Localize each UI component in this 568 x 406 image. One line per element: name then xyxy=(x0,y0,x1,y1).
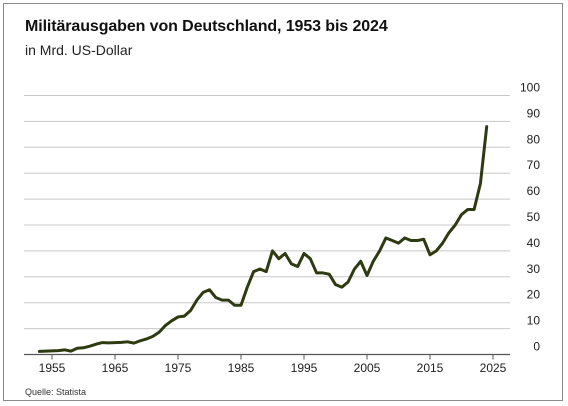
y-tick-label-60: 60 xyxy=(527,184,541,198)
x-tick-label-1965: 1965 xyxy=(102,361,129,375)
x-tick-label-1975: 1975 xyxy=(165,361,192,375)
x-axis xyxy=(24,353,510,360)
y-tick-label-20: 20 xyxy=(527,288,541,302)
x-tick-label-1955: 1955 xyxy=(39,361,66,375)
x-tick-label-1995: 1995 xyxy=(291,361,318,375)
y-tick-label-0: 0 xyxy=(533,340,540,354)
x-tick-label-1985: 1985 xyxy=(228,361,255,375)
y-tick-label-100: 100 xyxy=(520,81,540,95)
x-tick-label-2005: 2005 xyxy=(354,361,381,375)
y-tick-label-70: 70 xyxy=(527,158,541,172)
chart-subtitle: in Mrd. US-Dollar xyxy=(25,42,133,58)
y-tick-label-40: 40 xyxy=(527,236,541,250)
y-tick-label-10: 10 xyxy=(527,314,541,328)
grid-lines xyxy=(24,95,510,330)
x-tick-label-2025: 2025 xyxy=(480,361,507,375)
chart-title: Militärausgaben von Deutschland, 1953 bi… xyxy=(25,18,388,35)
series-line-0 xyxy=(37,125,489,353)
chart-frame: Militärausgaben von Deutschland, 1953 bi… xyxy=(3,3,563,401)
y-tick-label-50: 50 xyxy=(527,210,541,224)
y-tick-label-80: 80 xyxy=(527,132,541,146)
y-tick-label-90: 90 xyxy=(527,106,541,120)
source-note: Quelle: Statista xyxy=(25,387,87,397)
x-tick-label-2015: 2015 xyxy=(417,361,444,375)
y-tick-label-30: 30 xyxy=(527,262,541,276)
y-tick-labels: 0 10 20 30 40 50 60 70 80 90 100 xyxy=(520,81,540,354)
series-group xyxy=(37,125,489,353)
x-tick-labels: 1955 1965 1975 1985 1995 2005 2015 2025 xyxy=(39,361,507,375)
